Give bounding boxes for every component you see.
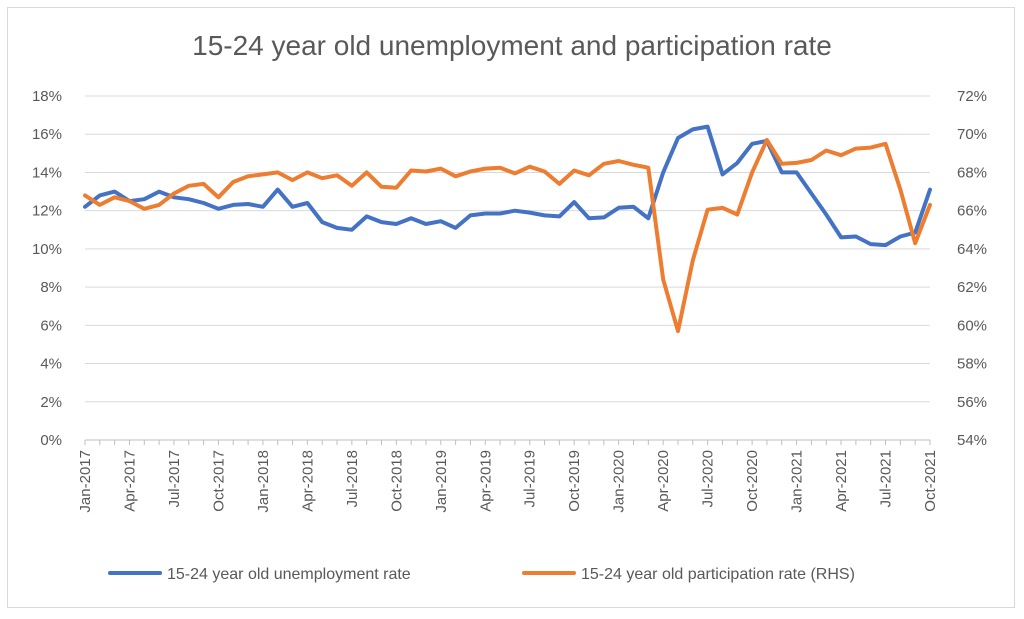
y-left-tick-label: 18%	[32, 88, 62, 105]
y-right-tick-label: 64%	[957, 241, 987, 258]
chart-frame	[7, 7, 1015, 608]
y-right-tick-label: 72%	[957, 88, 987, 105]
x-tick-label: Jan-2020	[611, 450, 628, 513]
x-tick-label: Jul-2018	[344, 450, 361, 508]
y-left-tick-label: 0%	[40, 432, 62, 449]
y-right-tick-label: 56%	[957, 394, 987, 411]
x-tick-label: Jan-2018	[255, 450, 272, 513]
y-right-tick-label: 68%	[957, 164, 987, 181]
x-tick-label: Oct-2019	[566, 450, 583, 512]
chart-title: 15-24 year old unemployment and particip…	[192, 30, 832, 61]
y-right-tick-label: 58%	[957, 356, 987, 373]
legend-label: 15-24 year old unemployment rate	[167, 566, 411, 583]
y-right-tick-label: 66%	[957, 203, 987, 220]
y-axis-right: 54% 56% 58% 60% 62% 64% 66% 68% 70% 72%	[957, 88, 987, 449]
x-tick-label: Jul-2021	[878, 450, 895, 508]
x-tick-label: Jan-2017	[77, 450, 94, 513]
y-left-tick-label: 4%	[40, 356, 62, 373]
x-tick-label: Oct-2021	[922, 450, 939, 512]
x-tick-label: Apr-2019	[477, 450, 494, 512]
x-tick-label: Apr-2018	[299, 450, 316, 512]
y-right-tick-label: 70%	[957, 126, 987, 143]
y-left-tick-label: 12%	[32, 203, 62, 220]
x-axis: Jan-2017 Apr-2017 Jul-2017 Oct-2017 Jan-2018…	[77, 439, 939, 513]
x-tick-label: Oct-2017	[210, 450, 227, 512]
y-right-tick-label: 62%	[957, 279, 987, 296]
gridlines	[85, 95, 930, 403]
legend-label: 15-24 year old participation rate (RHS)	[581, 566, 855, 583]
series-line-participation	[83, 138, 932, 334]
y-left-tick-label: 10%	[32, 241, 62, 258]
x-tick-label: Oct-2020	[744, 450, 761, 512]
y-axis-left: 0% 2% 4% 6% 8% 10% 12% 14% 16% 18%	[32, 88, 62, 449]
legend: 15-24 year old unemployment rate 15-24 ye…	[108, 566, 855, 583]
y-left-tick-label: 14%	[32, 164, 62, 181]
series-lines	[83, 124, 932, 334]
x-tick-label: Jan-2019	[433, 450, 450, 513]
y-left-tick-label: 2%	[40, 394, 62, 411]
x-tick-label: Oct-2018	[388, 450, 405, 512]
x-tick-label: Jul-2020	[700, 450, 717, 508]
x-tick-label: Apr-2021	[833, 450, 850, 512]
x-tick-label: Jan-2021	[789, 450, 806, 513]
y-left-tick-label: 8%	[40, 279, 62, 296]
y-left-tick-label: 6%	[40, 317, 62, 334]
x-tick-label: Apr-2017	[121, 450, 138, 512]
x-tick-label: Jul-2017	[166, 450, 183, 508]
y-right-tick-label: 54%	[957, 432, 987, 449]
y-right-tick-label: 60%	[957, 317, 987, 334]
series-line-unemployment	[83, 124, 932, 248]
y-left-tick-label: 16%	[32, 126, 62, 143]
x-tick-label: Jul-2019	[522, 450, 539, 508]
x-tick-label: Apr-2020	[655, 450, 672, 512]
